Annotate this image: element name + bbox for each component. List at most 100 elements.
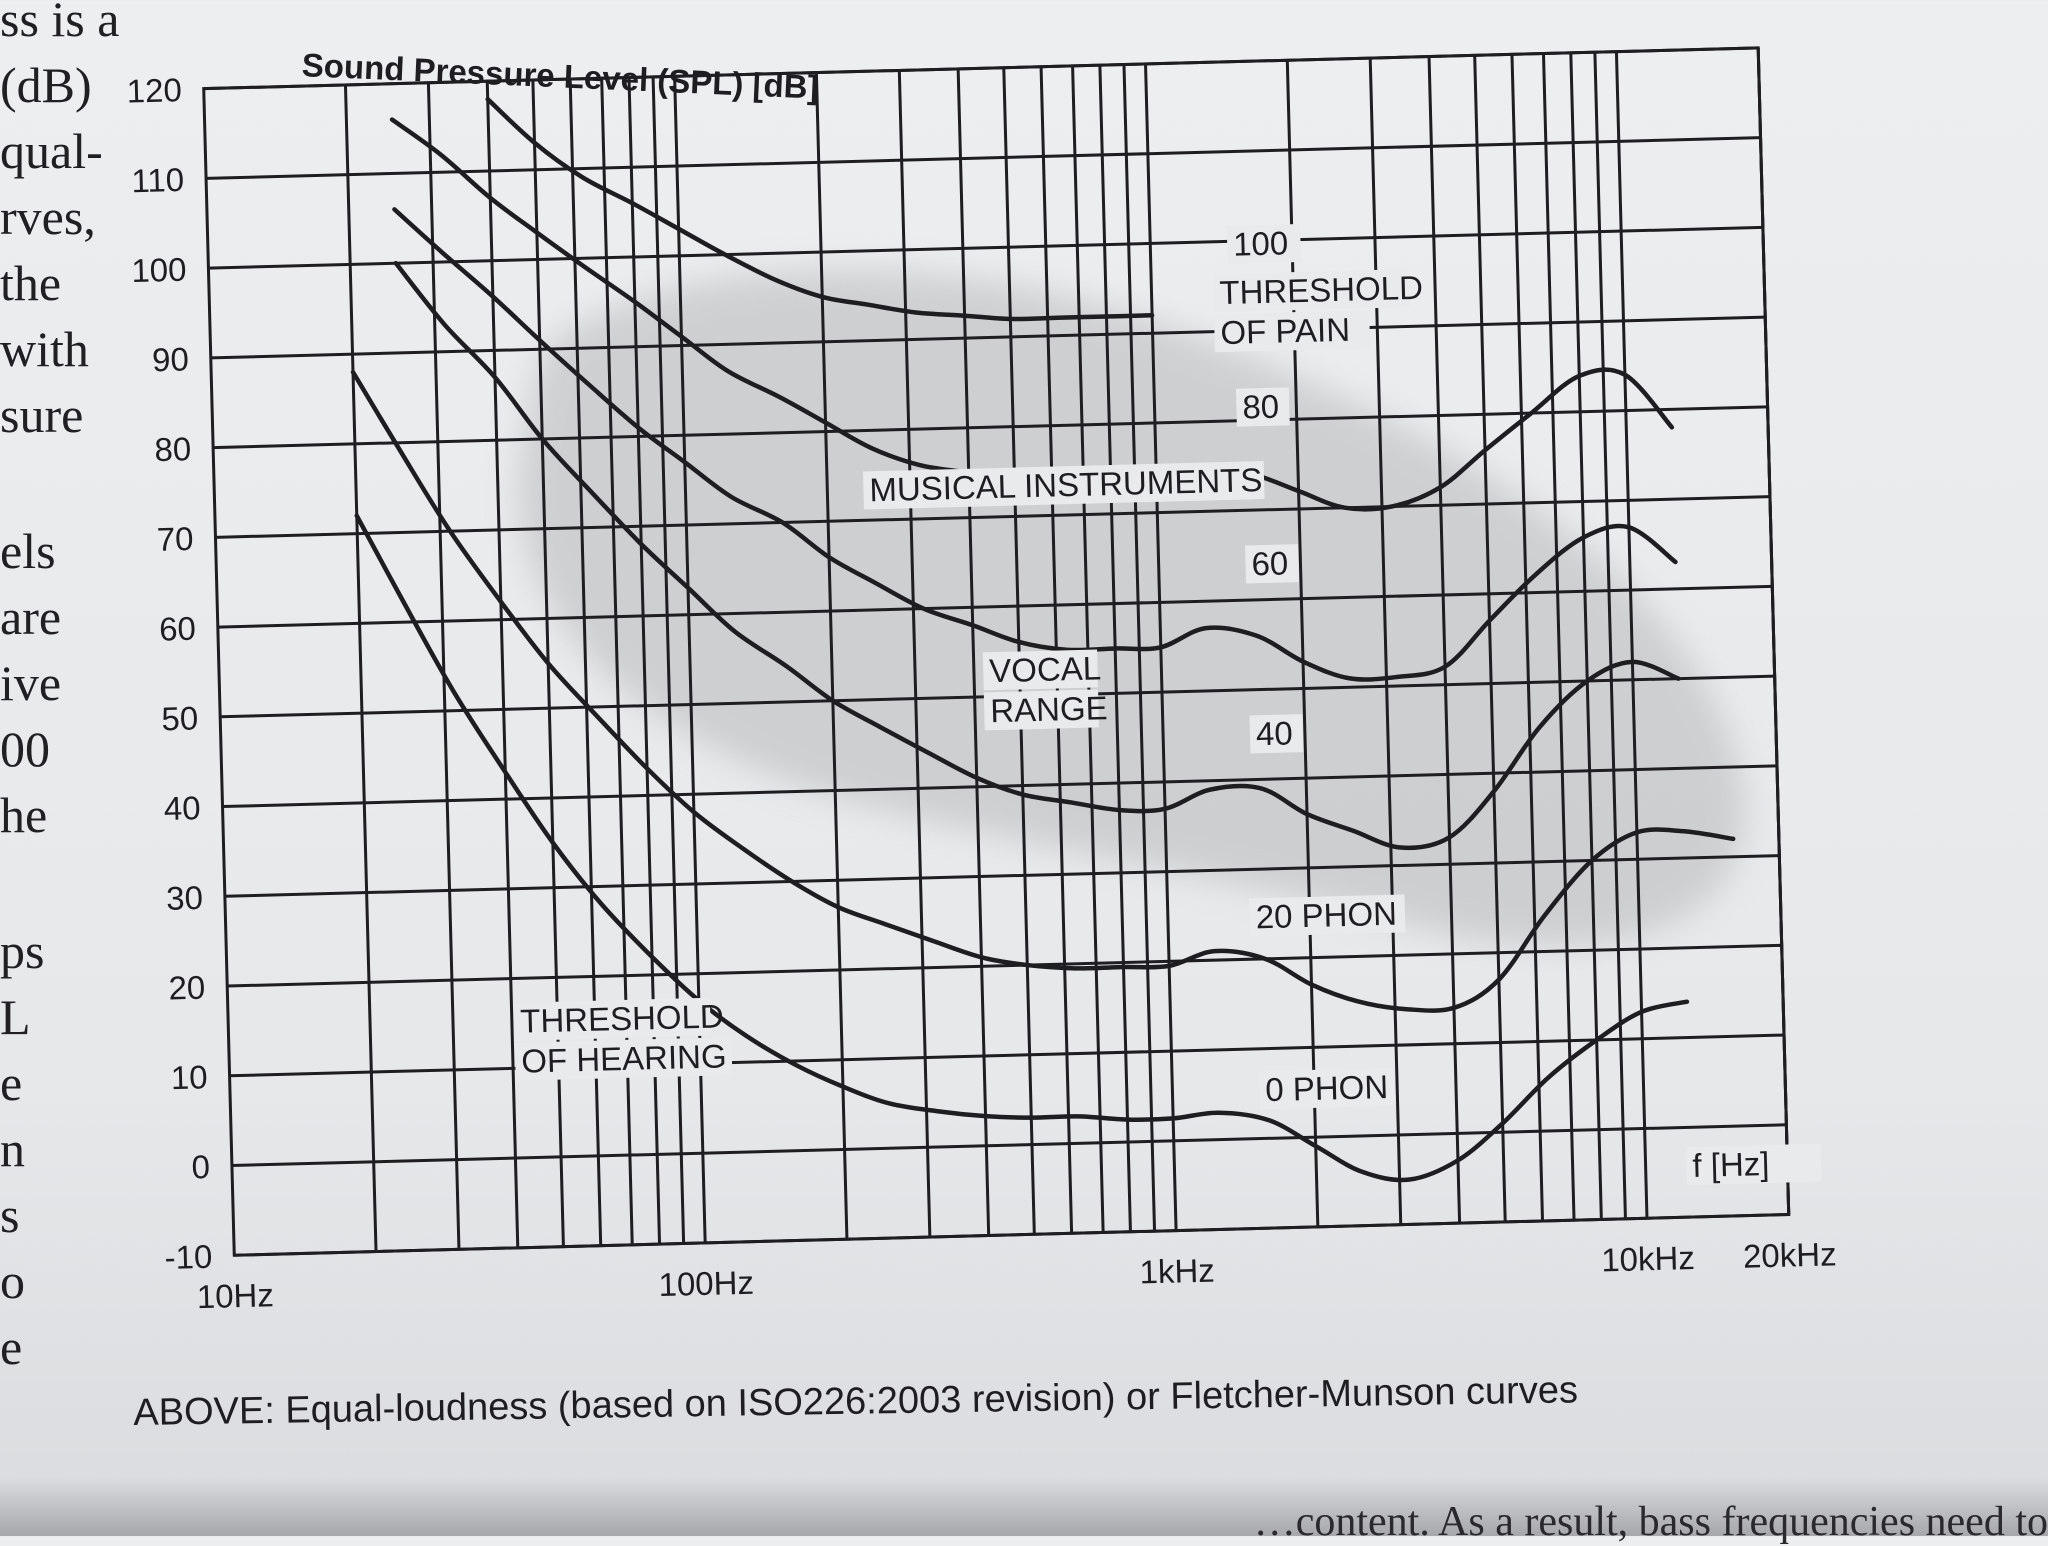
- x-tick-label: 10kHz: [1601, 1239, 1695, 1278]
- y-tick-label: 10: [170, 1058, 208, 1096]
- v-grid-line: [897, 70, 932, 1238]
- v-grid-line: [1473, 55, 1507, 1222]
- annotation-threshold-of-pain: OF PAIN: [1220, 311, 1351, 351]
- v-grid-line: [1368, 58, 1403, 1225]
- margin-text-line: e: [0, 1055, 23, 1111]
- annotation-label-20: 20 PHON: [1255, 895, 1397, 936]
- curve-20-phon: [350, 369, 1736, 1013]
- margin-text-line: o: [0, 1253, 25, 1309]
- x-tick-label: 20kHz: [1743, 1235, 1837, 1274]
- margin-text-line: the: [0, 255, 62, 311]
- margin-text-line: (dB): [0, 57, 92, 113]
- h-grid-line: [203, 46, 1759, 91]
- annotation-bg: [1226, 223, 1302, 264]
- v-grid-line: [1569, 52, 1603, 1220]
- annotation-threshold-of-hearing: OF HEARING: [521, 1037, 727, 1079]
- v-grid-line: [1427, 56, 1462, 1224]
- annotation-label-80: 80: [1242, 388, 1280, 426]
- annotation-label-40: 40: [1255, 714, 1293, 752]
- y-tick-label: 120: [126, 71, 182, 109]
- body-text-bottom: …content. As a result, bass frequencies …: [1253, 1499, 2048, 1545]
- margin-text-line: qual-: [0, 123, 103, 179]
- margin-text-line: sure: [0, 387, 84, 443]
- annotation-bg: [982, 649, 1099, 691]
- margin-text-line: n: [0, 1121, 25, 1177]
- annotation-bg: [1235, 387, 1290, 427]
- v-grid-line: [1002, 67, 1036, 1235]
- y-tick-label: 20: [168, 969, 206, 1007]
- y-tick-label: 40: [163, 789, 201, 827]
- h-grid-line: [215, 495, 1770, 539]
- margin-text-line: he: [0, 787, 48, 843]
- chart-title: Sound Pressure Level (SPL) [dB]: [301, 46, 819, 106]
- y-tick-label: 70: [156, 520, 194, 558]
- margin-text-line: s: [0, 1187, 20, 1243]
- y-tick-label: 60: [159, 610, 197, 648]
- curve-60-phon: [392, 207, 1678, 682]
- margin-text-line: ps: [0, 923, 45, 979]
- x-tick-label: 10Hz: [196, 1276, 274, 1315]
- y-tick-label: 50: [161, 699, 199, 737]
- y-tick-label: 110: [131, 161, 185, 199]
- y-tick-label: 90: [152, 340, 190, 378]
- annotation-x-axis-unit: f [Hz]: [1692, 1145, 1770, 1184]
- curve-0-phon: [354, 513, 1690, 1183]
- h-grid-line: [213, 405, 1768, 450]
- y-tick-label: 0: [191, 1148, 210, 1185]
- v-grid-line: [485, 81, 520, 1248]
- h-grid-line: [208, 225, 1763, 270]
- v-grid-line: [1510, 54, 1545, 1222]
- annotation-bg: [1213, 310, 1371, 353]
- margin-text-line: ive: [0, 655, 62, 711]
- annotation-bg: [862, 461, 1265, 510]
- curve-40-phon: [393, 260, 1681, 851]
- margin-text-line: rves,: [0, 189, 96, 245]
- grid-lines: [202, 46, 1791, 1257]
- equal-loudness-chart: -10 0 10 20 30 40 50 60 70 80 90 100 110 120 10Hz 100H…: [126, 46, 1837, 1315]
- v-grid-line: [814, 72, 849, 1240]
- h-grid-line: [224, 854, 1780, 898]
- annotation-vocal-range: VOCAL: [989, 649, 1102, 689]
- page-shadow: [0, 1478, 2048, 1536]
- margin-text-line: e: [0, 1319, 23, 1375]
- margin-text-line: els: [0, 523, 56, 579]
- annotation-bg: [1249, 894, 1406, 937]
- v-grid-line: [1614, 51, 1649, 1219]
- annotation-bg: [514, 1037, 733, 1081]
- curve-100-phon: [485, 96, 1155, 322]
- annotation-bg: [1212, 269, 1410, 313]
- v-grid-line: [956, 68, 991, 1236]
- y-tick-label: 80: [154, 430, 192, 468]
- annotation-bg: [1258, 1067, 1395, 1110]
- annotation-bg: [983, 689, 1100, 731]
- annotation-bg: [1245, 544, 1299, 584]
- annotation-label-100: 100: [1233, 224, 1289, 262]
- x-tick-label: 100Hz: [658, 1264, 754, 1303]
- h-grid-line: [231, 1123, 1787, 1167]
- annotation-threshold-of-pain: THRESHOLD: [1219, 269, 1423, 311]
- margin-text-line: 00: [0, 721, 50, 777]
- h-grid-line: [227, 943, 1782, 988]
- margin-text-line: with: [0, 321, 89, 377]
- annotation-bg: [513, 997, 711, 1041]
- annotation-bg: [1685, 1143, 1822, 1186]
- annotation-label-0: 0 PHON: [1265, 1068, 1389, 1108]
- margin-text-line: L: [0, 989, 31, 1045]
- annotation-threshold-of-hearing: THRESHOLD: [520, 997, 724, 1039]
- x-tick-label: 1kHz: [1139, 1252, 1215, 1291]
- annotation-vocal-range: RANGE: [990, 689, 1108, 729]
- left-margin-text: ss is a (dB) qual-rves, the with sure els are iv…: [0, 0, 125, 1380]
- margin-text-line: are: [0, 589, 62, 645]
- y-axis-ticks: -10 0 10 20 30 40 50 60 70 80 90 100 110 120: [126, 71, 213, 1276]
- v-grid-line: [1756, 47, 1791, 1215]
- annotation-label-60: 60: [1251, 544, 1289, 582]
- y-tick-label: 100: [131, 251, 187, 289]
- annotation-bg: [1249, 714, 1304, 754]
- h-grid-line: [206, 136, 1761, 180]
- x-axis-ticks: 10Hz 100Hz 1kHz 10kHz 20kHz: [196, 1235, 1837, 1315]
- h-grid-line: [234, 1213, 1789, 1257]
- y-tick-label: -10: [164, 1238, 213, 1276]
- h-grid-line: [229, 1033, 1785, 1078]
- margin-text-line: ss is a: [0, 0, 120, 47]
